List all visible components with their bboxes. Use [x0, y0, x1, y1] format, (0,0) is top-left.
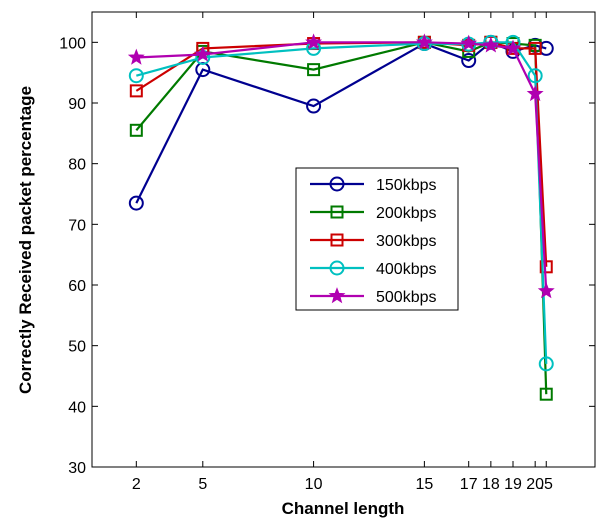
data-point [482, 36, 500, 53]
legend-item: 400kbps [310, 260, 437, 278]
legend-item: 300kbps [310, 233, 437, 250]
data-point [460, 34, 478, 51]
y-tick-label: 80 [68, 157, 86, 174]
y-tick-label: 50 [68, 339, 86, 356]
data-point [129, 123, 143, 137]
data-point [127, 48, 145, 65]
x-axis-title: Channel length [282, 499, 405, 518]
data-point [128, 195, 144, 211]
data-point [539, 387, 553, 401]
data-point [461, 53, 477, 69]
data-point [306, 98, 322, 114]
y-tick-label: 70 [68, 217, 86, 234]
legend-label: 150kbps [376, 177, 437, 194]
data-point [526, 85, 544, 102]
legend-item: 150kbps [310, 176, 437, 194]
legend-label: 300kbps [376, 233, 437, 250]
legend-marker [328, 287, 346, 304]
legend-label: 200kbps [376, 205, 437, 222]
x-tick-label: 10 [305, 476, 323, 493]
legend-label: 500kbps [376, 289, 437, 306]
legend: 150kbps 200kbps 300kbps 400kbps 500kbps [295, 167, 459, 311]
x-tick-label: 19 [504, 476, 522, 493]
data-point [537, 282, 555, 299]
legend-items: 150kbps 200kbps 300kbps 400kbps 500kbps [310, 176, 437, 306]
data-point [504, 39, 522, 56]
y-tick-label: 90 [68, 96, 86, 113]
series-500kbps [127, 33, 555, 299]
data-point [538, 356, 554, 372]
legend-marker [330, 233, 344, 247]
legend-item: 200kbps [310, 205, 437, 222]
x-tick-label: 17 [460, 476, 478, 493]
legend-label: 400kbps [376, 261, 437, 278]
data-point [194, 45, 212, 62]
series-layer [127, 33, 555, 401]
y-tick-label: 60 [68, 278, 86, 295]
data-point [415, 33, 433, 50]
data-point [527, 68, 543, 84]
data-point [307, 63, 321, 77]
data-point [128, 68, 144, 84]
legend-item: 500kbps [310, 287, 437, 306]
legend-marker [329, 176, 345, 192]
data-point [305, 33, 323, 50]
data-point [528, 41, 542, 55]
x-tick-label: 5 [198, 476, 207, 493]
legend-marker [329, 260, 345, 276]
x-tick-label: 15 [415, 476, 433, 493]
x-tick-label: 18 [482, 476, 500, 493]
y-tick-label: 40 [68, 399, 86, 416]
legend-marker [330, 205, 344, 219]
x-tick-label: 2 [132, 476, 141, 493]
x-tick-label: 20 [526, 476, 544, 493]
y-axis-title: Correctly Received packet percentage [16, 86, 35, 394]
y-tick-label: 100 [59, 35, 86, 52]
data-point [129, 84, 143, 98]
x-tick-label: .5 [540, 476, 553, 493]
y-tick-label: 30 [68, 460, 86, 477]
axes: 30 40 50 60 70 80 90 100 2 5 10 15 17 18 19 20.5 [59, 12, 595, 493]
